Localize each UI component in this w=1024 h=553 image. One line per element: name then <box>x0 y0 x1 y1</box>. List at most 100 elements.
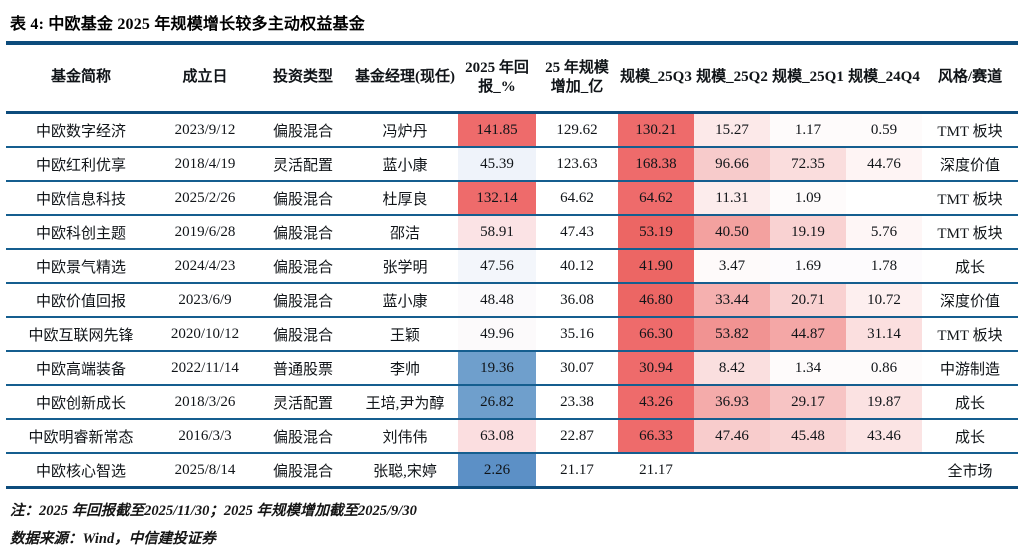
column-header-2: 投资类型 <box>254 43 352 114</box>
cell: 灵活配置 <box>254 147 352 182</box>
cell: 45.48 <box>770 419 846 454</box>
cell: 44.76 <box>846 147 922 182</box>
cell: 168.38 <box>618 147 694 182</box>
cell: 李帅 <box>352 351 458 386</box>
cell: 中游制造 <box>922 351 1018 386</box>
cell: 47.43 <box>536 215 618 250</box>
cell: 66.33 <box>618 419 694 454</box>
cell: 20.71 <box>770 283 846 318</box>
cell: 41.90 <box>618 249 694 284</box>
table-notes: 注：2025 年回报截至2025/11/30；2025 年规模增加截至2025/… <box>6 498 1018 553</box>
cell: 2.26 <box>458 453 536 489</box>
cell: 0.86 <box>846 351 922 386</box>
cell: 63.08 <box>458 419 536 454</box>
cell: 中欧景气精选 <box>6 249 156 284</box>
cell: 58.91 <box>458 215 536 250</box>
cell: 成长 <box>922 249 1018 284</box>
cell: 1.17 <box>770 112 846 148</box>
cell: 64.62 <box>618 181 694 216</box>
cell: 22.87 <box>536 419 618 454</box>
cell: 中欧核心智选 <box>6 453 156 489</box>
cell: 偏股混合 <box>254 317 352 352</box>
table-row: 中欧景气精选 2024/4/23 偏股混合 张学明 47.56 40.12 41.90 3.4… <box>6 249 1018 284</box>
cell: 中欧数字经济 <box>6 112 156 148</box>
table-title: 表 4: 中欧基金 2025 年规模增长较多主动权益基金 <box>10 16 365 33</box>
cell: 40.50 <box>694 215 770 250</box>
column-header-5: 25 年规模增加_亿 <box>536 43 618 114</box>
column-header-10: 风格/赛道 <box>922 43 1018 114</box>
cell: 31.14 <box>846 317 922 352</box>
fund-table-header: 基金简称 成立日 投资类型 基金经理(现任) 2025 年回报_% 25 年规模增加_亿规… <box>6 43 1018 114</box>
cell: 48.48 <box>458 283 536 318</box>
cell: 偏股混合 <box>254 283 352 318</box>
cell: 96.66 <box>694 147 770 182</box>
cell: 深度价值 <box>922 283 1018 318</box>
cell: 21.17 <box>618 453 694 489</box>
cell: 灵活配置 <box>254 385 352 420</box>
cell: 29.17 <box>770 385 846 420</box>
cell: 23.38 <box>536 385 618 420</box>
header-row: 基金简称 成立日 投资类型 基金经理(现任) 2025 年回报_% 25 年规模增加_亿规… <box>6 43 1018 114</box>
cell: 35.16 <box>536 317 618 352</box>
table-row: 中欧科创主题 2019/6/28 偏股混合 邵洁 58.91 47.43 53.19 40.5… <box>6 215 1018 250</box>
table-row: 中欧创新成长 2018/3/26 灵活配置 王培,尹为醇 26.82 23.38 43.26… <box>6 385 1018 420</box>
cell: 30.07 <box>536 351 618 386</box>
cell: 19.36 <box>458 351 536 386</box>
cell: 杜厚良 <box>352 181 458 216</box>
cell: 64.62 <box>536 181 618 216</box>
cell: 2016/3/3 <box>156 419 254 454</box>
cell <box>770 453 846 489</box>
cell: 2022/11/14 <box>156 351 254 386</box>
cell: 49.96 <box>458 317 536 352</box>
cell: 19.19 <box>770 215 846 250</box>
column-header-8: 规模_25Q1 <box>770 43 846 114</box>
cell: 成长 <box>922 419 1018 454</box>
cell: 王培,尹为醇 <box>352 385 458 420</box>
cell: 偏股混合 <box>254 453 352 489</box>
cell <box>694 453 770 489</box>
cell: 中欧创新成长 <box>6 385 156 420</box>
cell <box>846 181 922 216</box>
cell: 47.56 <box>458 249 536 284</box>
note-data-source: 数据来源：Wind，中信建投证券 <box>10 530 216 547</box>
cell: 5.76 <box>846 215 922 250</box>
column-header-0: 基金简称 <box>6 43 156 114</box>
cell: TMT 板块 <box>922 181 1018 216</box>
cell: 33.44 <box>694 283 770 318</box>
column-header-3: 基金经理(现任) <box>352 43 458 114</box>
cell: 2020/10/12 <box>156 317 254 352</box>
cell: 43.46 <box>846 419 922 454</box>
column-header-7: 规模_25Q2 <box>694 43 770 114</box>
cell: 王颖 <box>352 317 458 352</box>
cell: 中欧互联网先锋 <box>6 317 156 352</box>
cell: 2024/4/23 <box>156 249 254 284</box>
note-cutoff-dates: 注：2025 年回报截至2025/11/30；2025 年规模增加截至2025/… <box>10 503 417 519</box>
cell: 2023/6/9 <box>156 283 254 318</box>
cell: 44.87 <box>770 317 846 352</box>
cell: 蓝小康 <box>352 147 458 182</box>
cell: 53.19 <box>618 215 694 250</box>
cell: 130.21 <box>618 112 694 148</box>
cell: 53.82 <box>694 317 770 352</box>
table-row: 中欧明睿新常态 2016/3/3 偏股混合 刘伟伟 63.08 22.87 66.33 47.… <box>6 419 1018 454</box>
cell: 46.80 <box>618 283 694 318</box>
cell: 中欧红利优享 <box>6 147 156 182</box>
cell: 中欧价值回报 <box>6 283 156 318</box>
table-row: 中欧红利优享 2018/4/19 灵活配置 蓝小康 45.39 123.63 168.38 9… <box>6 147 1018 182</box>
column-header-1: 成立日 <box>156 43 254 114</box>
column-header-9: 规模_24Q4 <box>846 43 922 114</box>
cell: 全市场 <box>922 453 1018 489</box>
table-row: 中欧信息科技 2025/2/26 偏股混合 杜厚良 132.14 64.62 64.62 11… <box>6 181 1018 216</box>
cell: 72.35 <box>770 147 846 182</box>
cell: 43.26 <box>618 385 694 420</box>
cell: 邵洁 <box>352 215 458 250</box>
cell: 26.82 <box>458 385 536 420</box>
cell: 132.14 <box>458 181 536 216</box>
cell: 141.85 <box>458 112 536 148</box>
cell: 129.62 <box>536 112 618 148</box>
cell: 张聪,宋婷 <box>352 453 458 489</box>
cell: 1.78 <box>846 249 922 284</box>
cell: 1.69 <box>770 249 846 284</box>
cell: 3.47 <box>694 249 770 284</box>
table-row: 中欧高端装备 2022/11/14 普通股票 李帅 19.36 30.07 30.94 8.4… <box>6 351 1018 386</box>
